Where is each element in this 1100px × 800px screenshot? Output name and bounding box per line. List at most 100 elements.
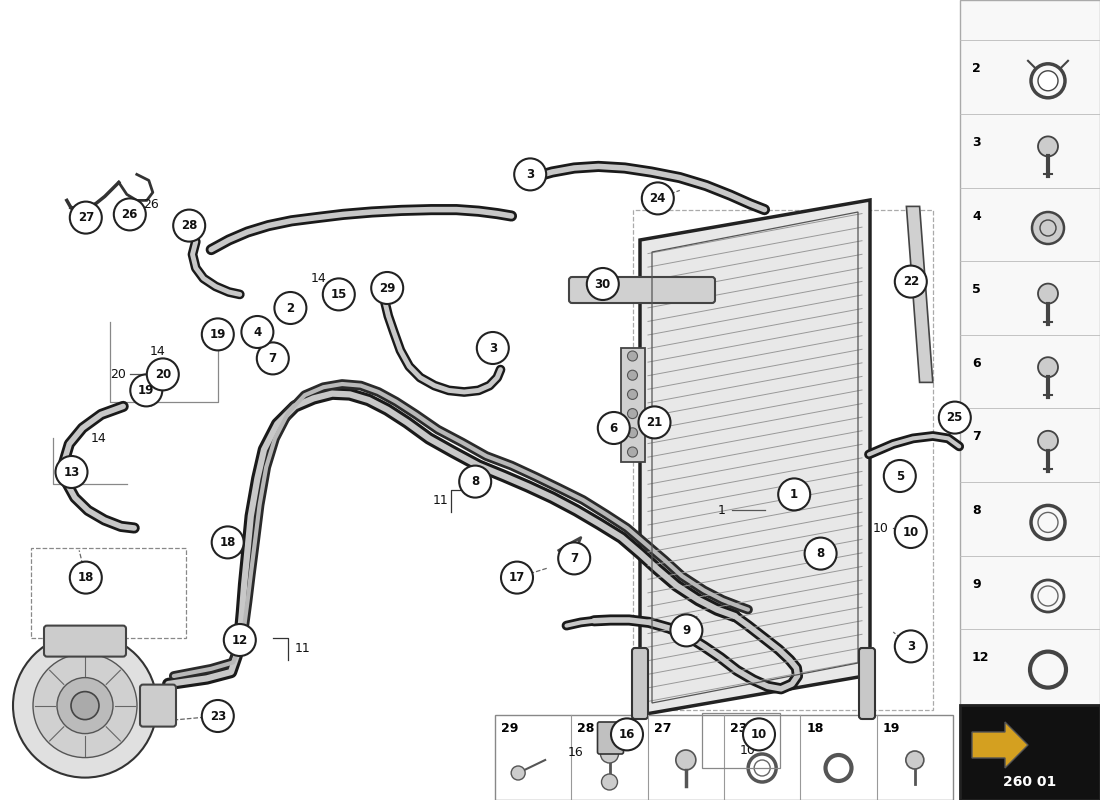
Circle shape (641, 182, 674, 214)
Circle shape (1038, 431, 1058, 451)
Circle shape (1038, 357, 1058, 378)
Text: 29: 29 (379, 282, 395, 294)
Text: 12: 12 (972, 651, 990, 664)
Text: 17: 17 (509, 571, 525, 584)
Text: 14: 14 (310, 272, 326, 285)
Circle shape (459, 466, 492, 498)
Text: 2: 2 (972, 62, 981, 75)
Circle shape (33, 654, 138, 758)
Circle shape (55, 456, 88, 488)
Circle shape (597, 412, 630, 444)
Circle shape (130, 374, 163, 406)
Circle shape (742, 718, 775, 750)
Circle shape (371, 272, 404, 304)
Circle shape (558, 542, 591, 574)
Text: 6: 6 (972, 357, 980, 370)
Circle shape (894, 630, 927, 662)
FancyBboxPatch shape (1024, 726, 1072, 762)
Text: 26: 26 (122, 208, 138, 221)
Text: 7: 7 (268, 352, 277, 365)
Polygon shape (972, 722, 1028, 768)
Circle shape (1038, 136, 1058, 157)
Text: 30: 30 (595, 278, 610, 290)
Text: 3: 3 (488, 342, 497, 354)
FancyBboxPatch shape (960, 0, 1100, 800)
Text: 260 01: 260 01 (1003, 775, 1057, 789)
Circle shape (500, 562, 534, 594)
FancyBboxPatch shape (569, 277, 715, 303)
Text: 27: 27 (653, 722, 671, 735)
Text: 28: 28 (182, 219, 197, 232)
Circle shape (256, 342, 289, 374)
Circle shape (627, 390, 638, 399)
FancyBboxPatch shape (960, 705, 1100, 800)
Circle shape (883, 460, 916, 492)
Text: 11: 11 (433, 494, 449, 506)
Circle shape (512, 766, 525, 780)
FancyBboxPatch shape (597, 722, 624, 754)
Circle shape (638, 406, 671, 438)
Text: 19: 19 (210, 328, 225, 341)
Text: 26: 26 (143, 198, 158, 210)
Circle shape (13, 634, 157, 778)
Text: 11: 11 (295, 642, 310, 654)
Circle shape (69, 562, 102, 594)
Text: 9: 9 (682, 624, 691, 637)
Text: 8: 8 (972, 504, 980, 517)
FancyBboxPatch shape (859, 648, 874, 719)
Circle shape (627, 370, 638, 380)
Circle shape (72, 691, 99, 720)
Text: 4: 4 (972, 210, 981, 222)
Circle shape (201, 700, 234, 732)
Circle shape (602, 774, 617, 790)
Text: 1: 1 (718, 504, 726, 517)
Text: 18: 18 (78, 571, 94, 584)
Text: 9: 9 (972, 578, 980, 590)
Text: 28: 28 (578, 722, 595, 735)
Polygon shape (620, 348, 645, 462)
Text: 3: 3 (526, 168, 535, 181)
Circle shape (173, 210, 206, 242)
Text: 14: 14 (150, 346, 165, 358)
Circle shape (627, 409, 638, 418)
Circle shape (241, 316, 274, 348)
Circle shape (274, 292, 307, 324)
Text: 10: 10 (739, 744, 755, 757)
Circle shape (514, 158, 547, 190)
Circle shape (938, 402, 971, 434)
Circle shape (586, 268, 619, 300)
Circle shape (627, 351, 638, 361)
Text: 15: 15 (331, 288, 346, 301)
Text: 25: 25 (947, 411, 962, 424)
Text: 10: 10 (903, 526, 918, 538)
Text: 23: 23 (730, 722, 747, 735)
Text: 10: 10 (873, 522, 889, 534)
FancyBboxPatch shape (44, 626, 127, 657)
Circle shape (1038, 70, 1058, 90)
FancyBboxPatch shape (632, 648, 648, 719)
Text: 21: 21 (647, 416, 662, 429)
Text: 20: 20 (110, 368, 125, 381)
Circle shape (627, 447, 638, 457)
Text: 8: 8 (816, 547, 825, 560)
Polygon shape (906, 206, 933, 382)
Circle shape (146, 358, 179, 390)
Text: 19: 19 (882, 722, 900, 735)
Circle shape (223, 624, 256, 656)
Text: 16: 16 (568, 746, 583, 758)
Text: 3: 3 (972, 136, 980, 149)
Text: 23: 23 (210, 710, 225, 722)
Text: 13: 13 (64, 466, 79, 478)
Circle shape (69, 202, 102, 234)
Text: 5: 5 (895, 470, 904, 482)
Text: 3: 3 (906, 640, 915, 653)
Text: 7: 7 (570, 552, 579, 565)
Circle shape (675, 750, 696, 770)
Text: 4: 4 (253, 326, 262, 338)
Circle shape (627, 428, 638, 438)
Circle shape (201, 318, 234, 350)
Circle shape (322, 278, 355, 310)
Text: 2: 2 (286, 302, 295, 314)
Circle shape (905, 751, 924, 769)
Circle shape (211, 526, 244, 558)
